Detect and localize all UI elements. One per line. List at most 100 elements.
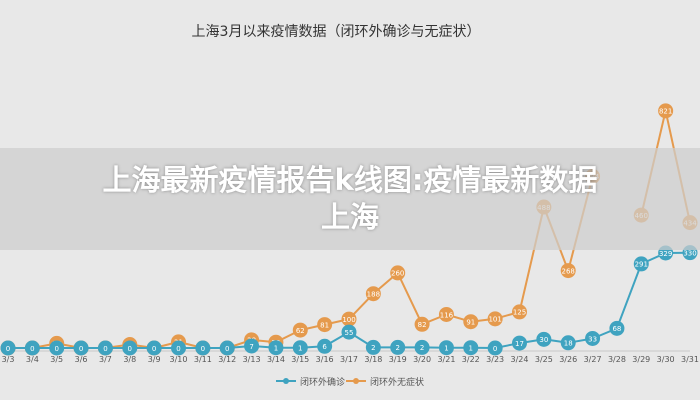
x-tick-label: 3/27 xyxy=(584,355,602,364)
data-label-confirmed: 0 xyxy=(6,345,10,353)
data-point-confirmed xyxy=(97,340,113,356)
data-label-asymptomatic: 821 xyxy=(659,108,672,116)
data-label-asymptomatic: 125 xyxy=(513,309,526,317)
x-tick-label: 3/11 xyxy=(194,355,212,364)
x-tick-label: 3/26 xyxy=(559,355,577,364)
data-point-confirmed xyxy=(0,340,16,356)
data-point-confirmed xyxy=(560,335,576,351)
data-point-confirmed xyxy=(171,340,186,356)
data-point-asymptomatic xyxy=(658,103,674,119)
x-tick-label: 3/13 xyxy=(243,355,261,364)
data-label-confirmed: 1 xyxy=(444,345,448,353)
data-point-asymptomatic xyxy=(512,304,527,320)
data-label-confirmed: 0 xyxy=(493,345,497,353)
data-label-confirmed: 0 xyxy=(79,345,83,353)
x-tick-label: 3/28 xyxy=(608,355,626,364)
data-point-confirmed xyxy=(438,340,454,356)
data-label-confirmed: 33 xyxy=(588,335,597,343)
data-label-confirmed: 0 xyxy=(54,345,58,353)
data-label-confirmed: 2 xyxy=(371,344,375,352)
data-point-confirmed xyxy=(317,338,333,354)
data-point-asymptomatic xyxy=(292,322,308,338)
data-label-confirmed: 0 xyxy=(128,345,132,353)
data-label-asymptomatic: 260 xyxy=(391,270,404,278)
x-tick-label: 3/30 xyxy=(657,355,675,364)
data-point-confirmed xyxy=(463,340,479,356)
legend: 闭环外确诊 闭环外无症状 xyxy=(276,376,424,388)
data-point-confirmed xyxy=(487,340,503,356)
data-point-confirmed xyxy=(268,340,284,356)
data-label-asymptomatic: 62 xyxy=(296,327,305,335)
data-point-confirmed xyxy=(390,339,406,355)
x-tick-label: 3/21 xyxy=(437,355,455,364)
data-label-confirmed: 330 xyxy=(683,249,696,257)
legend-marker-confirmed xyxy=(283,378,289,384)
data-point-asymptomatic xyxy=(317,317,333,333)
x-tick-label: 3/31 xyxy=(681,355,699,364)
x-tick-label: 3/19 xyxy=(389,355,407,364)
data-label-confirmed: 0 xyxy=(30,345,34,353)
title-overlay-banner: 上海最新疫情报告k线图:疫情最新数据 上海 xyxy=(0,148,700,250)
data-label-confirmed: 18 xyxy=(564,340,573,348)
data-label-asymptomatic: 268 xyxy=(562,267,575,275)
data-label-confirmed: 0 xyxy=(225,345,229,353)
data-point-asymptomatic xyxy=(463,314,479,330)
data-point-confirmed xyxy=(244,338,260,354)
x-tick-label: 3/7 xyxy=(99,355,112,364)
data-label-asymptomatic: 82 xyxy=(418,321,427,329)
data-point-confirmed xyxy=(195,340,211,356)
data-point-confirmed xyxy=(341,324,357,340)
data-point-confirmed xyxy=(585,330,601,346)
x-tick-label: 3/8 xyxy=(123,355,136,364)
x-tick-label: 3/18 xyxy=(364,355,382,364)
x-tick-labels: 3/3 3/4 3/5 3/6 3/7 3/8 3/9 3/10 3/11 3/12 3/13 3/1… xyxy=(2,355,699,364)
data-label-confirmed: 0 xyxy=(103,345,107,353)
x-tick-label: 3/29 xyxy=(632,355,650,364)
data-point-confirmed xyxy=(365,339,381,355)
data-point-asymptomatic xyxy=(487,311,503,327)
data-label-confirmed: 68 xyxy=(612,325,621,333)
x-tick-label: 3/14 xyxy=(267,355,285,364)
data-point-asymptomatic xyxy=(341,311,357,327)
x-tick-label: 3/24 xyxy=(511,355,529,364)
data-label-asymptomatic: 101 xyxy=(488,316,501,324)
data-label-asymptomatic: 188 xyxy=(367,290,380,298)
data-label-confirmed: 0 xyxy=(176,345,180,353)
data-label-confirmed: 0 xyxy=(152,345,156,353)
data-label-asymptomatic: 100 xyxy=(342,316,355,324)
data-label-confirmed: 1 xyxy=(298,345,302,353)
x-tick-label: 3/4 xyxy=(26,355,39,364)
data-point-asymptomatic xyxy=(414,316,430,332)
data-label-confirmed: 17 xyxy=(515,340,524,348)
x-tick-label: 3/23 xyxy=(486,355,504,364)
chart-title: 上海3月以来疫情数据（闭环外确诊与无症状） xyxy=(192,24,481,40)
x-tick-label: 3/12 xyxy=(218,355,236,364)
x-tick-label: 3/25 xyxy=(535,355,553,364)
legend-label-asymptomatic: 闭环外无症状 xyxy=(370,376,424,388)
x-tick-label: 3/10 xyxy=(170,355,188,364)
data-point-confirmed xyxy=(146,340,162,356)
overlay-title-line2: 上海 xyxy=(320,200,379,234)
data-point-asymptomatic xyxy=(438,306,454,322)
x-tick-label: 3/6 xyxy=(75,355,88,364)
data-point-confirmed xyxy=(24,340,40,356)
data-label-confirmed: 7 xyxy=(249,343,253,351)
overlay-title-line1: 上海最新疫情报告k线图:疫情最新数据 xyxy=(102,163,598,197)
data-point-confirmed xyxy=(292,340,308,356)
data-point-confirmed xyxy=(512,335,527,351)
data-point-asymptomatic xyxy=(365,286,381,302)
data-point-confirmed xyxy=(414,339,430,355)
x-tick-label: 3/22 xyxy=(462,355,480,364)
data-label-asymptomatic: 81 xyxy=(320,321,329,329)
legend-marker-asymptomatic xyxy=(353,378,359,384)
x-tick-label: 3/9 xyxy=(148,355,161,364)
legend-label-confirmed: 闭环外确诊 xyxy=(300,376,345,388)
data-point-confirmed xyxy=(633,256,649,272)
data-point-confirmed xyxy=(73,340,89,356)
x-tick-label: 3/17 xyxy=(340,355,358,364)
x-tick-label: 3/15 xyxy=(291,355,309,364)
x-tick-label: 3/5 xyxy=(50,355,63,364)
data-point-confirmed xyxy=(219,340,235,356)
data-label-asymptomatic: 116 xyxy=(440,311,454,319)
data-point-confirmed xyxy=(49,340,65,356)
